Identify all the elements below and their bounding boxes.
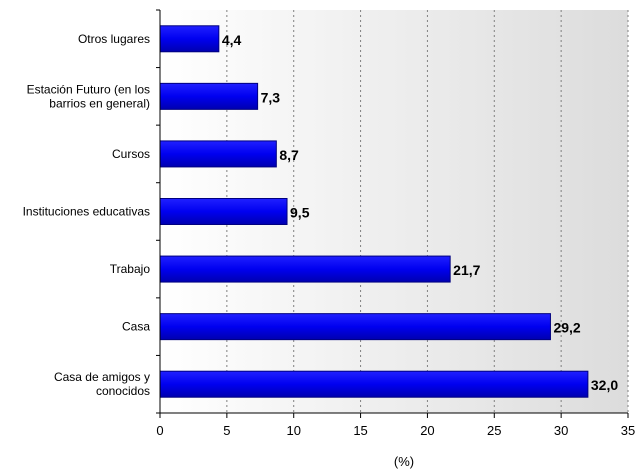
data-labels: 4,4 7,3 8,7 9,5 21,7 29,2 32,0 bbox=[222, 32, 619, 393]
category-label-4: Trabajo bbox=[110, 262, 151, 276]
category-label-1: Estación Futuro (en los barrios en genera… bbox=[27, 82, 150, 110]
bars bbox=[159, 25, 589, 398]
data-label-1: 7,3 bbox=[261, 89, 281, 105]
data-label-5: 29,2 bbox=[553, 320, 580, 336]
x-tick-label-5: 25 bbox=[487, 423, 501, 438]
bar-1 bbox=[159, 82, 259, 110]
category-label-3: Instituciones educativas bbox=[23, 205, 150, 219]
x-tick-label-2: 10 bbox=[286, 423, 300, 438]
category-labels: Otros lugares Estación Futuro (en los barr… bbox=[23, 32, 151, 398]
x-tick-label-0: 0 bbox=[156, 423, 163, 438]
x-tick-label-7: 35 bbox=[621, 423, 635, 438]
x-tick-label-6: 30 bbox=[554, 423, 568, 438]
data-label-3: 9,5 bbox=[290, 205, 310, 221]
x-tick-label-4: 20 bbox=[420, 423, 434, 438]
bar-5 bbox=[159, 313, 551, 341]
data-label-6: 32,0 bbox=[591, 377, 618, 393]
data-label-2: 8,7 bbox=[279, 147, 299, 163]
x-tick-label-1: 5 bbox=[223, 423, 230, 438]
data-label-0: 4,4 bbox=[222, 32, 242, 48]
category-label-5: Casa bbox=[122, 320, 150, 334]
x-tick-label-3: 15 bbox=[353, 423, 367, 438]
category-label-6: Casa de amigos y conocidos bbox=[54, 370, 150, 398]
bar-0 bbox=[159, 25, 220, 53]
data-label-4: 21,7 bbox=[453, 262, 480, 278]
bar-3 bbox=[159, 198, 288, 225]
axes bbox=[156, 9, 629, 418]
bar-4 bbox=[159, 255, 451, 283]
bar-2 bbox=[159, 140, 277, 168]
tick-labels: 0 5 10 15 20 25 30 35 bbox=[156, 423, 635, 438]
bar-6 bbox=[159, 370, 589, 398]
x-axis-title: (%) bbox=[394, 454, 414, 469]
category-label-0: Otros lugares bbox=[78, 32, 150, 46]
category-label-2: Cursos bbox=[112, 147, 150, 161]
